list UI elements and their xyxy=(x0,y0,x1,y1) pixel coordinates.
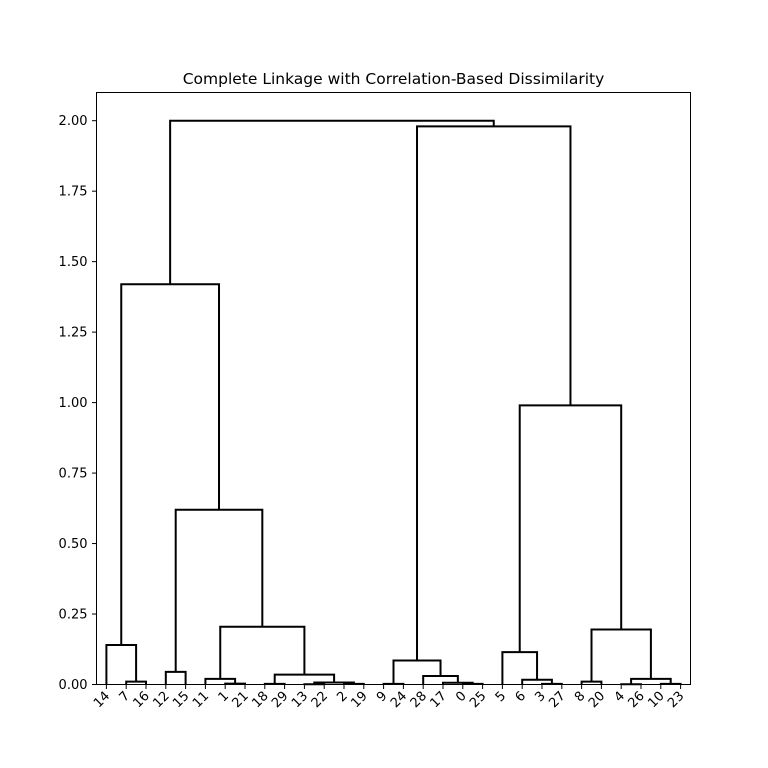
leaf-label: 14 xyxy=(91,689,113,711)
leaf-label: 27 xyxy=(546,689,568,711)
leaf-label: 23 xyxy=(665,689,687,711)
dendrogram-link xyxy=(105,644,138,685)
leaf-label: 5 xyxy=(493,689,509,705)
y-tick-label: 0.25 xyxy=(59,608,88,623)
leaf-label: 25 xyxy=(467,689,489,711)
dendrogram-link xyxy=(125,680,147,685)
dendrogram-link xyxy=(580,680,603,685)
y-tick-label: 1.00 xyxy=(59,396,88,411)
y-tick-label: 1.50 xyxy=(59,255,88,270)
dendrogram-link xyxy=(219,625,306,679)
y-axis: 0.00 0.25 0.50 0.75 1.00 1.25 1.50 1.75 2.00 xyxy=(59,114,97,693)
dendrogram-link xyxy=(422,675,459,685)
dendrogram-link xyxy=(501,651,539,685)
leaf-label: 9 xyxy=(374,689,390,705)
dendrogram-link xyxy=(174,508,264,672)
dendrogram-link xyxy=(120,283,221,646)
leaf-label: 20 xyxy=(586,689,608,711)
dendrogram-link xyxy=(442,681,474,685)
leaf-label: 6 xyxy=(513,689,529,705)
y-tick-label: 0.50 xyxy=(59,537,88,552)
dendrogram-link xyxy=(590,628,652,682)
y-tick-label: 0.75 xyxy=(59,467,88,482)
y-tick-label: 0.00 xyxy=(59,678,88,693)
y-tick-label: 1.75 xyxy=(59,185,88,200)
leaf-label: 22 xyxy=(309,689,331,711)
leaf-label: 3 xyxy=(532,689,548,705)
dendrogram-link xyxy=(169,119,495,285)
dendrogram-link xyxy=(416,125,572,661)
plot-frame xyxy=(96,92,691,685)
leaf-label: 1 xyxy=(216,689,232,705)
leaf-label: 2 xyxy=(334,689,350,705)
chart-title: Complete Linkage with Correlation-Based … xyxy=(183,70,605,88)
leaf-label: 11 xyxy=(190,689,212,711)
leaf-label: 8 xyxy=(572,689,588,705)
dendrogram-links xyxy=(105,119,682,686)
dendrogram-link xyxy=(630,677,672,685)
dendrogram-link xyxy=(164,670,187,685)
leaf-label: 19 xyxy=(348,689,370,711)
dendrogram-link xyxy=(392,659,442,684)
leaf-label: 17 xyxy=(428,689,450,711)
y-tick-label: 2.00 xyxy=(59,114,88,129)
leaf-label: 4 xyxy=(612,689,628,705)
dendrogram-link xyxy=(204,677,237,685)
dendrogram-link xyxy=(521,678,553,685)
dendrogram-link xyxy=(518,404,623,653)
dendrogram-link xyxy=(313,681,355,685)
leaf-label: 7 xyxy=(117,689,133,705)
leaf-label: 0 xyxy=(453,689,469,705)
y-tick-label: 1.25 xyxy=(59,326,88,341)
